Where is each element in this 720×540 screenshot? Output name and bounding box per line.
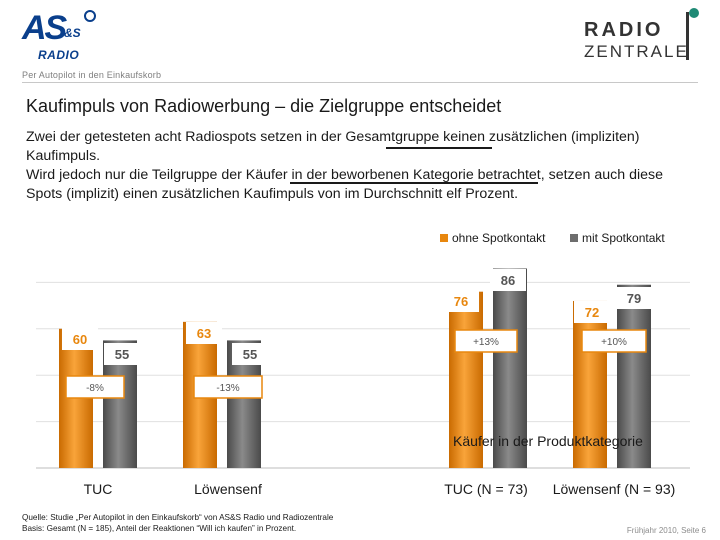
bar [449,291,483,468]
bar [493,268,527,468]
logo-ass-subtitle: RADIO [38,48,80,62]
value-label: 79 [627,291,641,306]
tagline: Per Autopilot in den Einkaufskorb [22,70,162,80]
body-paragraph-2: Wird jedoch nur die Teilgruppe der Käufe… [26,167,663,202]
category-label: TUC (N = 73) [444,481,528,497]
body-paragraph-1: Zwei der getesteten acht Radiospots setz… [26,129,640,164]
legend-swatch [440,234,448,242]
category-label: Löwensenf (N = 93) [553,481,676,497]
chart-change-boxes: -8% -13% +13% +10% [65,329,647,399]
value-label-box [616,287,652,309]
value-label-box [104,343,140,365]
logo-rz-line1: RADIO [584,19,664,41]
value-label: 55 [115,347,129,362]
change-label: +10% [601,337,627,348]
underline-kaeufer [290,182,538,184]
legend-swatch [570,234,578,242]
page-footer: Frühjahr 2010, Seite 6 [626,526,706,535]
radiozentrale-logo: RADIO ZENTRALE [580,8,700,66]
change-label: -13% [216,383,239,394]
underline-gesamtgruppe [386,147,492,149]
logo-rz-dot-icon [689,8,699,18]
value-label-box [62,328,98,350]
group-label: Käufer in der Produktkategorie [453,433,643,449]
value-label-box [574,301,610,323]
value-label-box [490,269,526,291]
chart-legend: ohne Spotkontakt mit Spotkontakt [440,231,665,245]
category-label: Löwensenf [194,481,262,497]
chart-value-labels: 60 55 63 55 76 86 72 79 [62,269,652,365]
value-label: 76 [454,294,468,309]
source-line-1: Quelle: Studie „Per Autopilot in den Ein… [22,513,334,522]
value-label: 63 [197,326,211,341]
logo-rz-line2: ZENTRALE [584,42,689,61]
logo-ass-amp: &S [64,26,81,40]
value-label: 86 [501,273,515,288]
change-label: -8% [86,383,104,394]
change-box [65,375,125,399]
slide-body: Zwei der getesteten acht Radiospots setz… [26,128,696,204]
bar [573,300,607,468]
change-box [454,329,518,353]
change-box [581,329,647,353]
slide-title: Kaufimpuls von Radiowerbung – die Zielgr… [26,96,502,116]
source-line-2: Basis: Gesamt (N = 185), Anteil der Reak… [22,524,297,533]
bar-chart: ohne Spotkontakt mit Spotkontakt 60 55 63 55… [36,231,690,497]
value-label-box [443,290,479,312]
bar [617,284,651,468]
ass-radio-logo: AS &S RADIO [22,8,102,64]
value-label-box [186,322,222,344]
category-label: TUC [84,481,113,497]
header-divider [22,82,698,83]
value-label: 55 [243,347,257,362]
change-box [193,375,263,399]
logo-ass-circle-icon [84,10,96,22]
logo-ass-wordmark: AS [22,9,67,47]
source-note: Quelle: Studie „Per Autopilot in den Ein… [22,512,333,534]
value-label: 60 [73,332,87,347]
logo-rz-bar [686,12,689,60]
change-label: +13% [473,337,499,348]
legend-label: ohne Spotkontakt [452,231,546,245]
chart-category-labels: TUC Löwensenf TUC (N = 73) Löwensenf (N = 9… [84,481,676,497]
legend-label: mit Spotkontakt [582,231,665,245]
value-label-box [232,343,268,365]
value-label: 72 [585,305,599,320]
